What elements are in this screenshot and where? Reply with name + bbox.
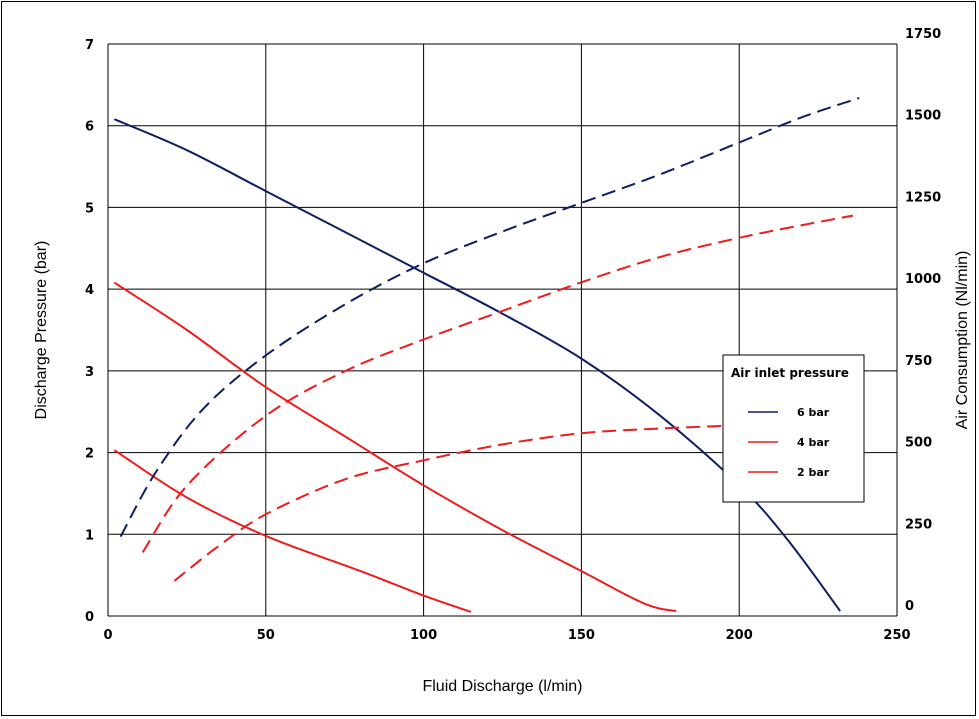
y-axis-title: Discharge Pressure (bar)	[33, 241, 50, 420]
y2-tick-label: 1750	[905, 27, 941, 42]
y-tick-label: 1	[85, 528, 94, 543]
x-tick-label: 100	[410, 628, 437, 643]
x-tick-label: 150	[568, 628, 595, 643]
legend-label-2-bar: 2 bar	[797, 466, 830, 479]
grid-layer	[107, 43, 898, 617]
series-line-2-bar-discharge-pressure	[113, 449, 472, 613]
y-tick-label: 6	[85, 120, 94, 135]
x-tick-label: 0	[103, 628, 112, 643]
legend-label-6-bar: 6 bar	[797, 406, 830, 419]
y2-tick-label: 500	[905, 436, 932, 451]
legend-label-4-bar: 4 bar	[797, 436, 830, 449]
y2-tick-label: 1250	[905, 190, 941, 205]
series-line-2-bar-air-consumption	[173, 424, 740, 582]
y2-axis-title: Air Consumption (Nl/min)	[954, 251, 971, 430]
legend: Air inlet pressure 6 bar 4 bar 2 bar	[722, 354, 865, 503]
x-tick-label: 250	[883, 628, 910, 643]
series-line-4-bar-air-consumption	[141, 214, 853, 553]
tick-layer: 0 50 100 150 200 250 0 1 2 3 4 5 6 7 0 250 500 750 1000 125…	[85, 27, 941, 643]
legend-title: Air inlet pressure	[731, 366, 849, 380]
y-tick-label: 4	[85, 283, 94, 298]
legend-box	[722, 354, 865, 503]
y2-tick-label: 0	[905, 599, 914, 614]
y2-tick-label: 750	[905, 354, 932, 369]
y2-tick-label: 1500	[905, 109, 941, 124]
x-tick-label: 200	[726, 628, 753, 643]
y2-tick-label: 1000	[905, 272, 941, 287]
y2-tick-label: 250	[905, 517, 932, 532]
y-tick-label: 3	[85, 365, 94, 380]
y-tick-label: 5	[85, 201, 94, 216]
y-tick-label: 7	[85, 38, 94, 53]
x-tick-label: 50	[257, 628, 275, 643]
series-line-6-bar-air-consumption	[119, 97, 860, 538]
series-line-4-bar-discharge-pressure	[113, 281, 677, 613]
x-axis-title: Fluid Discharge (l/min)	[422, 678, 582, 695]
y-tick-label: 0	[85, 610, 94, 625]
y-tick-label: 2	[85, 447, 94, 462]
